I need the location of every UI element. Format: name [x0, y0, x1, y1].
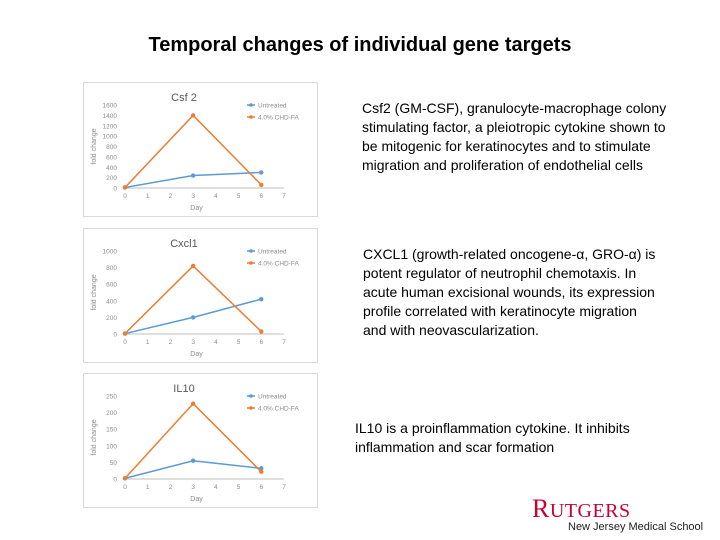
cxcl1-x-tick-label: 2 — [169, 339, 173, 346]
il10-chart-svg: IL10 0 50 100 150 200 250 0 1 2 3 4 5 6 7 Day fold chang… — [91, 383, 299, 503]
cxcl1-x-tick-label: 3 — [191, 339, 195, 346]
cxcl1-y-tick-label: 1000 — [103, 249, 118, 256]
csf2-chart-title: Csf 2 — [171, 92, 197, 104]
csf2-y-tick-label: 800 — [106, 144, 117, 151]
csf2-chart-svg: Csf 2 0 200 400 600 800 1000 1200 1400 1600 0 1 2 3 4 5… — [91, 92, 299, 212]
csf2-x-tick-label: 3 — [191, 193, 195, 200]
cxcl1-y-tick-label: 200 — [106, 315, 117, 322]
cxcl1-y-tick-label: 0 — [113, 332, 117, 339]
csf2-y-tick-label: 1000 — [103, 134, 118, 141]
il10-x-tick-label: 6 — [259, 484, 263, 491]
il10-legend-untreated-label: Untreated — [258, 394, 287, 401]
cxcl1-y-tick-label: 800 — [106, 265, 117, 272]
il10-legend-untreated-marker — [249, 394, 253, 398]
il10-x-axis-label: Day — [190, 496, 203, 503]
il10-chd-fa-point — [259, 469, 264, 474]
il10-x-tick-label: 5 — [237, 484, 241, 491]
csf2-y-tick-label: 1600 — [103, 103, 118, 110]
il10-chart-title: IL10 — [173, 383, 194, 395]
cxcl1-description: CXCL1 (growth-related oncogene-α, GRO-α)… — [363, 246, 656, 338]
cxcl1-y-tick-label: 400 — [106, 298, 117, 305]
csf2-y-tick-label: 600 — [106, 154, 117, 161]
cxcl1-chd-fa-point — [259, 329, 264, 334]
il10-chart: IL10 0 50 100 150 200 250 0 1 2 3 4 5 6 7 Day fold chang… — [83, 373, 318, 508]
il10-untreated-point — [259, 466, 264, 471]
cxcl1-chd-fa-point — [122, 331, 128, 336]
csf2-x-tick-label: 0 — [123, 193, 127, 200]
il10-y-tick-label: 50 — [110, 460, 118, 467]
csf2-x-tick-label: 1 — [146, 193, 150, 200]
csf2-y-tick-label: 400 — [106, 165, 117, 172]
csf2-x-tick-label: 5 — [237, 193, 241, 200]
csf2-x-tick-label: 4 — [214, 193, 218, 200]
csf2-chd-fa-point — [122, 185, 128, 190]
il10-y-tick-label: 100 — [106, 443, 117, 450]
il10-chd-fa-point — [190, 401, 196, 406]
csf2-untreated-point — [259, 170, 264, 175]
cxcl1-chart: Cxcl1 0 200 400 600 800 1000 0 1 2 3 4 5 6 7 Day fold ch… — [83, 228, 318, 363]
cxcl1-untreated-point — [259, 296, 264, 302]
rutgers-wordmark-initial: R — [532, 494, 550, 523]
cxcl1-legend-chd-fa-marker — [249, 261, 253, 265]
cxcl1-chart-title: Cxcl1 — [170, 238, 198, 250]
csf2-legend-chd-fa-marker — [249, 115, 253, 119]
csf2-y-tick-label: 0 — [113, 186, 117, 193]
il10-chd-fa-point — [122, 476, 128, 481]
cxcl1-y-tick-label: 600 — [106, 282, 117, 289]
cxcl1-x-tick-label: 5 — [237, 339, 241, 346]
il10-y-axis-label: fold change — [91, 419, 98, 455]
slide-title: Temporal changes of individual gene targ… — [148, 34, 572, 56]
csf2-y-tick-label: 1400 — [103, 113, 118, 120]
csf2-x-tick-label: 2 — [169, 193, 173, 200]
il10-chd-fa-line — [124, 402, 262, 479]
il10-y-tick-label: 150 — [106, 427, 117, 434]
cxcl1-x-tick-label: 0 — [123, 339, 127, 346]
il10-x-tick-label: 7 — [282, 484, 286, 491]
csf2-untreated-point — [190, 173, 196, 178]
il10-legend-chd-fa-label: 4.0% CHD-FA — [258, 406, 299, 413]
csf2-chd-fa-point — [259, 182, 264, 188]
cxcl1-x-tick-label: 7 — [282, 339, 286, 346]
cxcl1-chd-fa-point — [190, 263, 196, 269]
il10-untreated-line — [124, 459, 262, 480]
csf2-description: Csf2 (GM-CSF), granulocyte-macrophage co… — [362, 100, 667, 173]
csf2-chart: Csf 2 0 200 400 600 800 1000 1200 1400 1600 0 1 2 3 4 5… — [83, 82, 318, 217]
il10-x-tick-label: 0 — [123, 484, 127, 491]
cxcl1-x-axis-label: Day — [190, 351, 203, 358]
cxcl1-x-tick-label: 1 — [146, 339, 150, 346]
il10-x-tick-label: 3 — [191, 484, 195, 491]
csf2-x-tick-label: 7 — [282, 193, 286, 200]
cxcl1-x-tick-label: 6 — [259, 339, 263, 346]
cxcl1-legend-untreated-marker — [249, 249, 253, 253]
csf2-y-tick-label: 1200 — [103, 123, 118, 130]
cxcl1-chart-svg: Cxcl1 0 200 400 600 800 1000 0 1 2 3 4 5 6 7 Day fold ch… — [91, 238, 299, 358]
cxcl1-legend-chd-fa-label: 4.0% CHD-FA — [258, 261, 299, 268]
csf2-legend-untreated-marker — [249, 103, 253, 107]
il10-y-tick-label: 0 — [113, 477, 117, 484]
il10-x-tick-label: 1 — [146, 484, 150, 491]
csf2-y-tick-label: 200 — [106, 175, 117, 182]
rutgers-wordmark-rest: UTGERS — [549, 500, 631, 522]
il10-y-tick-label: 250 — [106, 394, 117, 401]
cxcl1-untreated-point — [190, 315, 196, 320]
cxcl1-legend-untreated-label: Untreated — [258, 249, 287, 256]
csf2-x-axis-label: Day — [190, 205, 203, 212]
csf2-legend-untreated-label: Untreated — [258, 103, 287, 110]
il10-legend-chd-fa-marker — [249, 406, 253, 410]
il10-x-tick-label: 2 — [169, 484, 173, 491]
rutgers-logo: RUTGERS New Jersey Medical School — [532, 494, 707, 534]
il10-description: IL10 is a proinflammation cytokine. It i… — [355, 420, 630, 455]
rutgers-logo-subtitle: New Jersey Medical School — [568, 521, 704, 533]
csf2-y-axis-label: fold change — [91, 128, 98, 164]
il10-x-tick-label: 4 — [214, 484, 218, 491]
cxcl1-x-tick-label: 4 — [214, 339, 218, 346]
csf2-chd-fa-point — [190, 113, 196, 118]
cxcl1-y-axis-label: fold change — [91, 274, 98, 310]
rutgers-wordmark: RUTGERS — [532, 494, 631, 524]
cxcl1-chd-fa-line — [124, 264, 262, 335]
csf2-x-tick-label: 6 — [259, 193, 263, 200]
csf2-legend-chd-fa-label: 4.0% CHD-FA — [258, 115, 299, 122]
il10-untreated-point — [190, 458, 196, 463]
il10-y-tick-label: 200 — [106, 410, 117, 417]
